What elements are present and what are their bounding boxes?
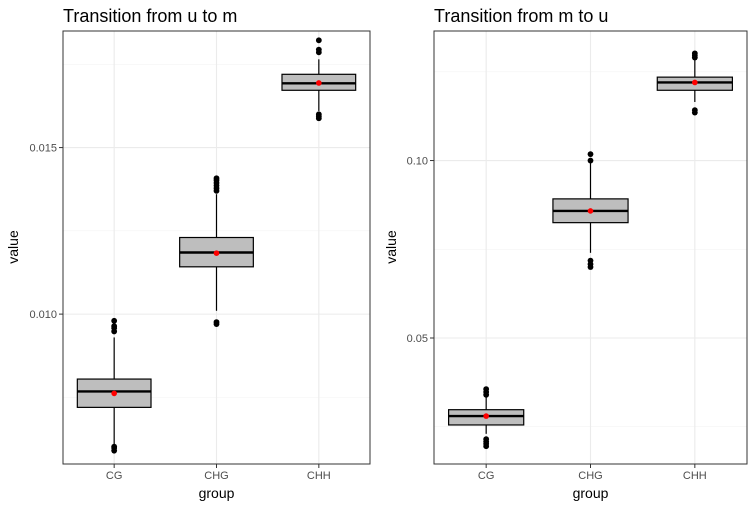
chart-title: Transition from u to m <box>63 6 237 26</box>
outlier-point <box>587 157 594 164</box>
mean-point <box>316 80 322 86</box>
outlier-point <box>483 436 490 443</box>
outlier-point <box>691 107 698 114</box>
mean-point <box>692 79 698 86</box>
mean-point <box>587 208 594 214</box>
outlier-point <box>315 111 322 118</box>
outlier-point <box>691 50 698 57</box>
x-tick-label: CHH <box>683 470 707 482</box>
chart-title: Transition from m to u <box>434 6 608 26</box>
y-tick-label: 0.05 <box>407 333 428 345</box>
outlier-point <box>111 443 118 450</box>
y-tick-label: 0.10 <box>407 156 428 168</box>
outlier-point <box>587 151 594 158</box>
chart-panel-u-to-m: Transition from u to m 0.010 0.015 CG CHG CH… <box>5 6 371 501</box>
y-tick-label: 0.015 <box>29 143 57 155</box>
x-axis-title: group <box>573 485 609 501</box>
x-tick-label: CHG <box>578 470 602 482</box>
mean-point <box>213 250 220 256</box>
x-axis-title: group <box>199 485 235 501</box>
x-tick-label: CHH <box>307 470 331 482</box>
outlier-point <box>111 323 118 330</box>
y-tick-label: 0.010 <box>29 309 57 321</box>
outlier-point <box>213 175 220 182</box>
outlier-point <box>483 386 490 393</box>
mean-point <box>483 413 489 419</box>
plot-area: 0.05 0.10 CG CHG CHH <box>407 30 748 482</box>
x-tick-label: CG <box>106 470 123 482</box>
x-tick-label: CG <box>478 470 495 482</box>
outlier-point <box>315 46 322 53</box>
outlier-point <box>587 257 594 264</box>
outlier-point <box>213 319 220 326</box>
outlier-point <box>315 37 322 44</box>
y-axis-title: value <box>5 230 21 264</box>
outlier-point <box>111 317 118 324</box>
y-axis-title: value <box>383 230 399 264</box>
plot-area: 0.010 0.015 CG CHG CHH <box>29 30 371 482</box>
x-tick-label: CHG <box>204 470 228 482</box>
mean-point <box>111 390 117 397</box>
